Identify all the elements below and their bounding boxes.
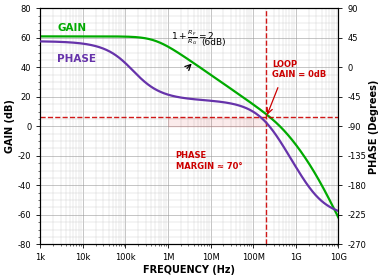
Y-axis label: GAIN (dB): GAIN (dB) (5, 99, 15, 153)
Text: $1 + \frac{R_F}{R_G} = 2$: $1 + \frac{R_F}{R_G} = 2$ (171, 28, 215, 47)
Text: GAIN: GAIN (57, 23, 86, 33)
Text: PHASE
MARGIN ≈ 70°: PHASE MARGIN ≈ 70° (175, 151, 242, 171)
Text: (6dB): (6dB) (201, 38, 226, 47)
X-axis label: FREQUENCY (Hz): FREQUENCY (Hz) (143, 265, 235, 275)
Text: LOOP
GAIN = 0dB: LOOP GAIN = 0dB (272, 60, 326, 79)
Text: PHASE: PHASE (57, 54, 96, 64)
Y-axis label: PHASE (Degrees): PHASE (Degrees) (369, 79, 379, 174)
